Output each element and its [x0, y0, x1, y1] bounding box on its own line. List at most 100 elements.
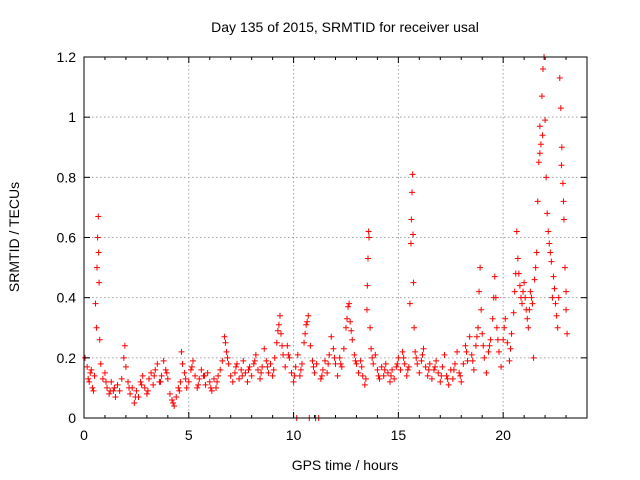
data-point — [545, 228, 552, 235]
data-point — [357, 357, 364, 364]
data-point — [238, 366, 245, 373]
data-point — [552, 300, 559, 307]
data-point — [412, 348, 419, 355]
data-point — [564, 330, 571, 337]
data-point — [362, 375, 369, 382]
data-point — [500, 336, 507, 343]
data-point — [502, 315, 509, 322]
y-tick-label: 0.6 — [57, 230, 77, 246]
data-point — [269, 372, 276, 379]
data-point — [304, 318, 311, 325]
data-point — [273, 339, 280, 346]
data-point — [307, 342, 314, 349]
data-point — [280, 351, 287, 358]
data-point — [89, 384, 96, 391]
data-point — [551, 285, 558, 292]
data-point — [510, 309, 517, 316]
data-point — [438, 372, 445, 379]
y-tick-label: 1.2 — [57, 49, 77, 65]
data-point — [224, 354, 231, 361]
data-point — [288, 369, 295, 376]
data-point — [555, 294, 562, 301]
data-point — [557, 105, 564, 112]
data-point — [137, 378, 144, 385]
data-point — [265, 369, 272, 376]
data-point — [351, 351, 358, 358]
data-point — [536, 123, 543, 130]
data-point — [460, 360, 467, 367]
data-point — [258, 369, 265, 376]
data-point — [346, 300, 353, 307]
data-point — [559, 180, 566, 187]
data-point — [493, 324, 500, 331]
data-point — [424, 372, 431, 379]
data-point — [393, 363, 400, 370]
data-point — [539, 66, 546, 73]
gridlines — [84, 57, 587, 418]
data-point — [270, 366, 277, 373]
data-point — [217, 366, 224, 373]
data-point — [84, 363, 91, 370]
data-point — [330, 345, 337, 352]
data-point — [515, 270, 522, 277]
data-point — [171, 402, 178, 409]
data-point — [397, 366, 404, 373]
data-point — [546, 240, 553, 247]
data-point — [257, 375, 264, 382]
data-point — [290, 378, 297, 385]
data-point — [240, 357, 247, 364]
data-point — [214, 378, 221, 385]
data-point — [372, 351, 379, 358]
data-point — [187, 366, 194, 373]
data-point — [340, 345, 347, 352]
data-point — [302, 330, 309, 337]
y-tick-label: 0.2 — [57, 350, 77, 366]
data-point — [479, 330, 486, 337]
data-point — [549, 294, 556, 301]
data-point — [367, 324, 374, 331]
data-point — [120, 354, 127, 361]
chart-title: Day 135 of 2015, SRMTID for receiver usa… — [211, 19, 479, 35]
data-point — [170, 399, 177, 406]
data-point — [286, 354, 293, 361]
data-point — [202, 381, 209, 388]
data-point — [263, 357, 270, 364]
data-point — [239, 372, 246, 379]
data-point — [529, 300, 536, 307]
data-point — [106, 390, 113, 397]
data-point — [284, 342, 291, 349]
data-point — [560, 198, 567, 205]
data-point — [508, 330, 515, 337]
data-point — [154, 360, 161, 367]
data-point — [400, 354, 407, 361]
y-axis-label: SRMTID / TECUs — [6, 182, 22, 292]
data-point — [456, 369, 463, 376]
data-point — [116, 387, 123, 394]
data-point — [229, 378, 236, 385]
data-point — [542, 117, 549, 124]
data-point — [279, 342, 286, 349]
data-point — [531, 276, 538, 283]
data-point — [223, 348, 230, 355]
data-point — [414, 360, 421, 367]
data-point — [556, 75, 563, 82]
data-point — [90, 387, 97, 394]
data-point — [227, 372, 234, 379]
data-point — [410, 279, 417, 286]
data-point — [185, 378, 192, 385]
data-point — [222, 339, 229, 346]
data-point — [294, 351, 301, 358]
data-point — [107, 387, 114, 394]
data-point — [470, 366, 477, 373]
data-point — [489, 315, 496, 322]
data-point — [384, 369, 391, 376]
data-point — [457, 372, 464, 379]
data-point — [221, 333, 228, 340]
data-point — [261, 345, 268, 352]
data-point — [418, 357, 425, 364]
data-point — [158, 372, 165, 379]
data-point — [338, 363, 345, 370]
data-point — [305, 312, 312, 319]
data-point — [166, 390, 173, 397]
data-point — [324, 369, 331, 376]
